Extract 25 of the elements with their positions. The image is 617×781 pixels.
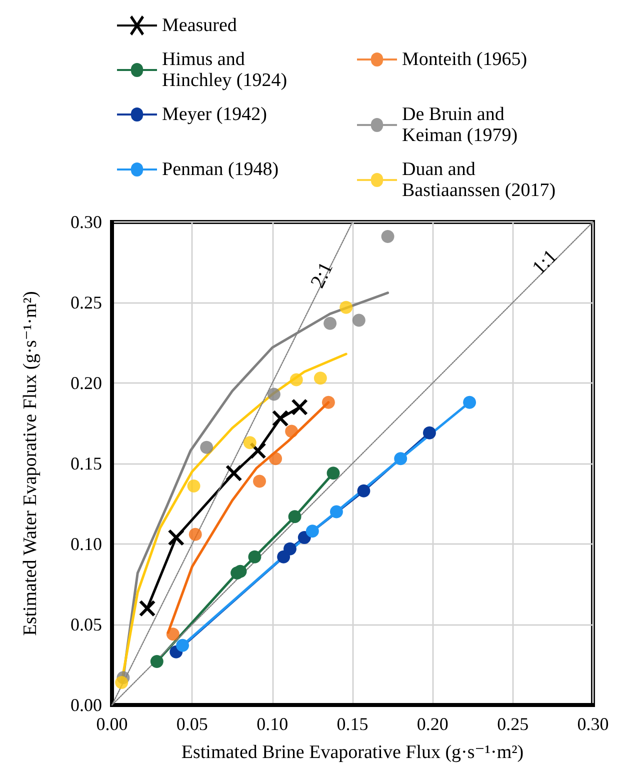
x-tick-label: 0.05 bbox=[176, 714, 208, 734]
annotation: 1:1 bbox=[528, 245, 562, 280]
annotation: 2:1 bbox=[306, 258, 338, 292]
legend-label: Meyer (1942) bbox=[162, 104, 267, 125]
x-tick-label: 0.30 bbox=[577, 714, 609, 734]
x-tick-label: 0.20 bbox=[416, 714, 448, 734]
legend-label: Himus and Hinchley (1924) bbox=[162, 49, 288, 91]
x-tick-label: 0.25 bbox=[497, 714, 529, 734]
y-axis-title: Estimated Water Evaporative Flux (g·s⁻¹·m²) bbox=[20, 291, 41, 636]
legend-label: Penman (1948) bbox=[162, 159, 279, 180]
y-tick-label: 0.10 bbox=[70, 534, 102, 554]
y-tick-label: 0.25 bbox=[70, 292, 102, 312]
y-tick-label: 0.20 bbox=[70, 373, 102, 393]
x-tick-label: 0.00 bbox=[96, 714, 128, 734]
y-tick-label: 0.30 bbox=[70, 212, 102, 232]
x-tick-label: 0.10 bbox=[256, 714, 288, 734]
x-axis-title: Estimated Brine Evaporative Flux (g·s⁻¹·m²) bbox=[181, 742, 524, 763]
legend-label: De Bruin and Keiman (1979) bbox=[402, 104, 518, 146]
legend-label: Duan and Bastiaanssen (2017) bbox=[402, 159, 556, 201]
x-tick-label: 0.15 bbox=[336, 714, 368, 734]
legend-label: Measured bbox=[162, 15, 238, 36]
y-tick-label: 0.05 bbox=[70, 614, 102, 634]
y-tick-label: 0.15 bbox=[70, 454, 102, 474]
y-tick-label: 0.00 bbox=[70, 695, 102, 715]
legend-label: Monteith (1965) bbox=[402, 49, 528, 70]
